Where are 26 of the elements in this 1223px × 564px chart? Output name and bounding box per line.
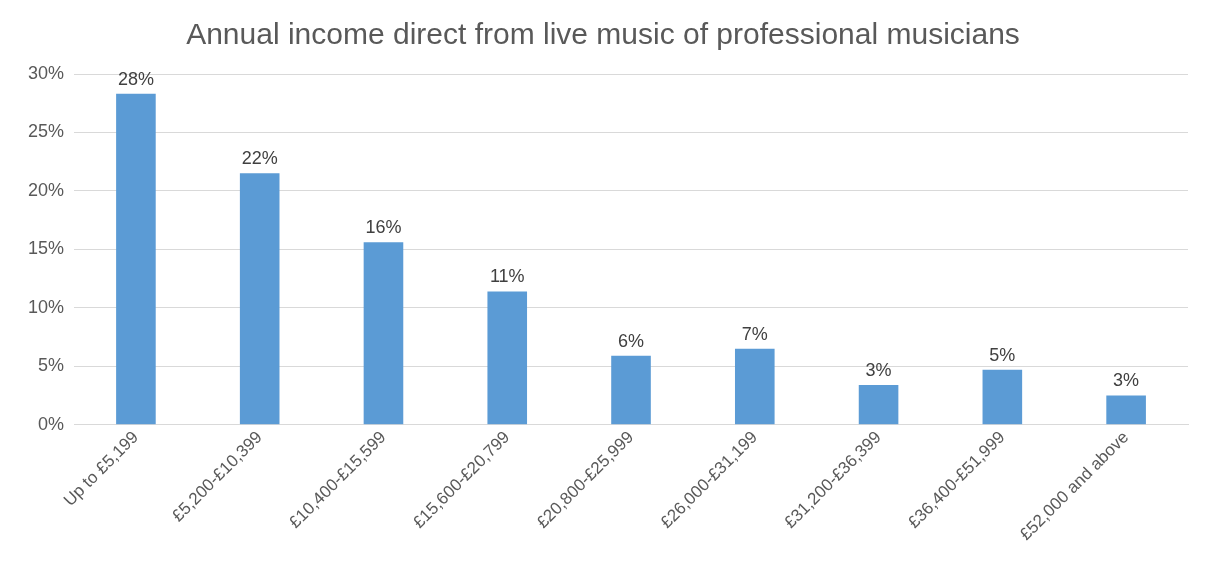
bar <box>487 291 528 425</box>
data-label: 22% <box>241 148 278 169</box>
y-tick-label: 30% <box>28 62 65 83</box>
data-label: 28% <box>117 68 154 89</box>
bar <box>858 384 899 425</box>
data-label: 6% <box>618 330 645 351</box>
data-label: 7% <box>741 323 768 344</box>
data-label: 3% <box>865 359 892 380</box>
chart-title: Annual income direct from live music of professional musicians <box>186 17 1020 51</box>
bar <box>1106 395 1146 425</box>
y-tick-label: 20% <box>28 179 65 200</box>
data-label: 5% <box>989 344 1016 365</box>
y-tick-label: 0% <box>38 413 65 434</box>
y-tick-label: 15% <box>28 238 65 259</box>
data-label: 3% <box>1113 370 1140 391</box>
data-label: 16% <box>365 217 402 238</box>
y-tick-label: 25% <box>28 121 65 142</box>
bar <box>734 348 775 425</box>
y-tick-label: 5% <box>38 355 65 376</box>
bar <box>116 93 156 425</box>
bar <box>982 369 1023 425</box>
y-tick-label: 10% <box>28 296 65 317</box>
data-label: 11% <box>489 266 525 287</box>
bar <box>363 242 404 425</box>
bar <box>239 173 280 425</box>
bar <box>611 355 651 425</box>
